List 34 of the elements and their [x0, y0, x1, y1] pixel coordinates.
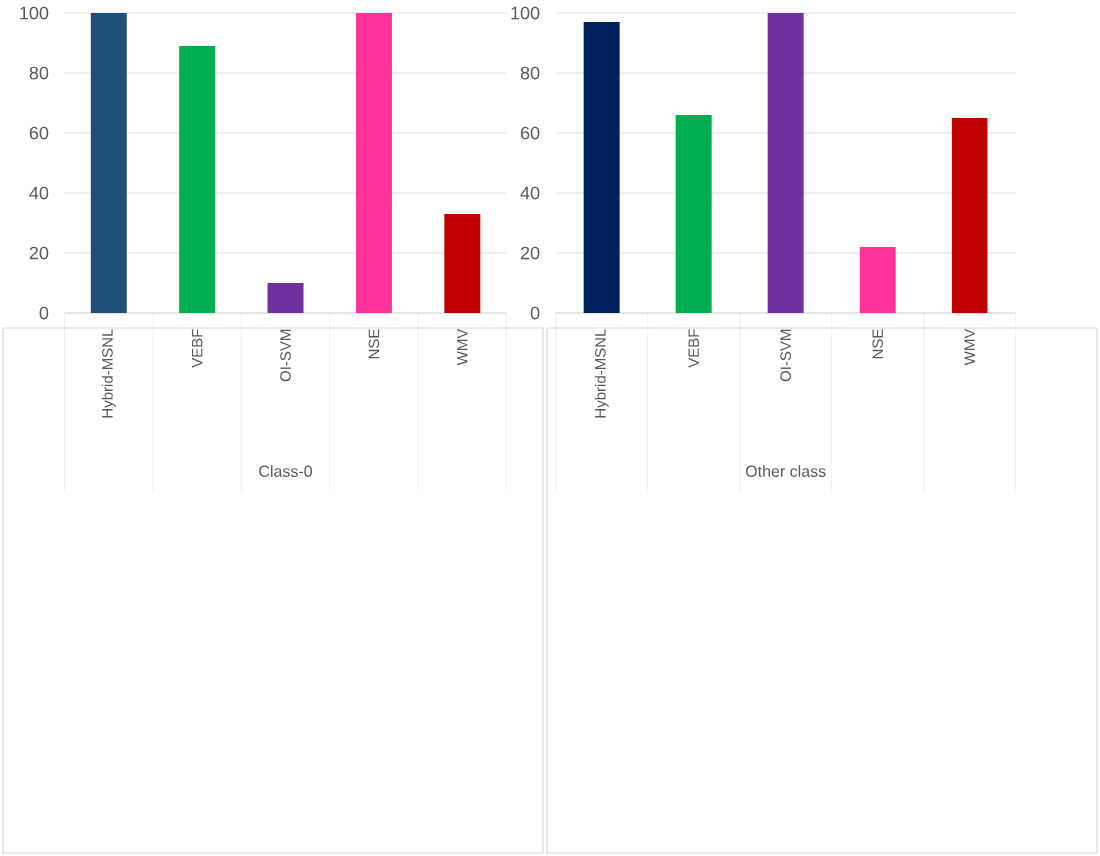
bar — [583, 22, 620, 314]
y-tick-label: 60 — [520, 126, 540, 140]
x-tick-label: OI-SVM — [780, 329, 791, 382]
bar — [675, 115, 712, 314]
y-tick-label: 80 — [29, 66, 49, 80]
y-tick-label: 40 — [520, 186, 540, 200]
y-tick-label: 20 — [520, 246, 540, 260]
y-tick-label: 100 — [20, 6, 49, 20]
bar — [90, 13, 127, 314]
x-tick-label: VEBF — [688, 329, 699, 368]
bar — [951, 118, 988, 314]
bar — [267, 283, 304, 314]
x-tick-label: NSE — [872, 329, 883, 359]
x-tick-label: NSE — [368, 329, 380, 359]
bar — [859, 247, 896, 314]
y-tick-label: 60 — [29, 126, 49, 140]
x-tick-label: OI-SVM — [280, 329, 291, 382]
x-axis-title: Other class — [745, 465, 826, 477]
y-tick-label: 0 — [530, 306, 540, 320]
bar — [767, 13, 804, 314]
x-tick-label: Hybrid-MSNL — [594, 329, 609, 418]
x-tick-label: Hybrid-MSNL — [101, 329, 116, 418]
x-tick-label: VEBF — [191, 329, 203, 368]
bar — [444, 214, 481, 314]
y-tick-label: 80 — [520, 66, 540, 80]
x-axis-title: Class-0 — [259, 465, 313, 477]
bar — [179, 46, 216, 314]
y-tick-label: 100 — [511, 6, 540, 20]
y-tick-label: 20 — [29, 246, 49, 260]
y-tick-label: 40 — [29, 186, 49, 200]
x-tick-label: WMV — [964, 328, 975, 366]
x-tick-label: WMV — [457, 328, 468, 366]
bar — [355, 13, 392, 314]
y-tick-label: 0 — [39, 306, 49, 320]
